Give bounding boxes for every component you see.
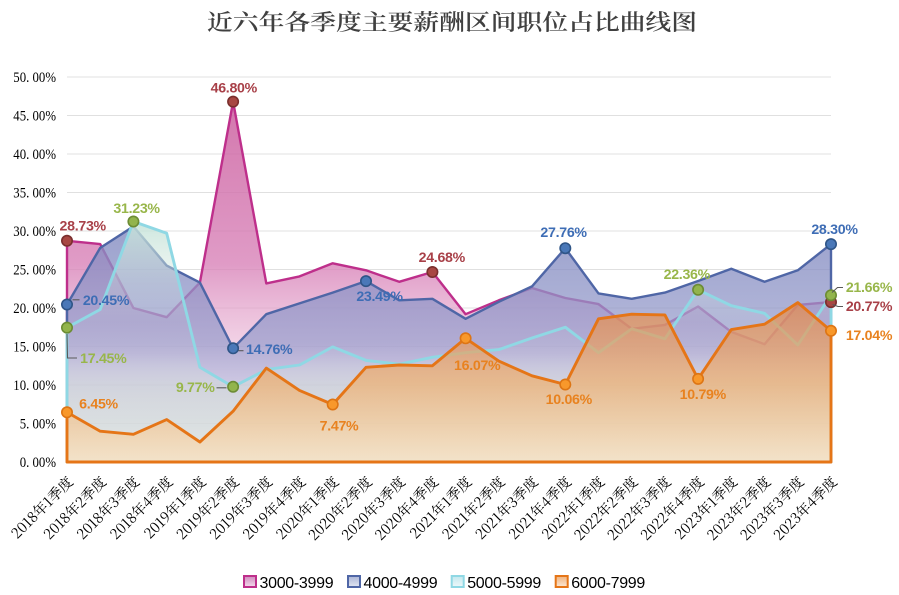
svg-text:50. 00%: 50. 00% — [13, 70, 56, 86]
svg-text:17.45%: 17.45% — [80, 351, 127, 367]
svg-text:20.45%: 20.45% — [83, 293, 130, 309]
svg-text:23.49%: 23.49% — [356, 289, 403, 305]
svg-text:20. 00%: 20. 00% — [13, 301, 56, 317]
svg-text:40. 00%: 40. 00% — [13, 147, 56, 163]
svg-text:31.23%: 31.23% — [113, 201, 160, 217]
svg-text:6000-7999: 6000-7999 — [571, 575, 645, 592]
svg-text:16.07%: 16.07% — [454, 358, 501, 374]
svg-text:14.76%: 14.76% — [246, 342, 293, 358]
svg-text:22.36%: 22.36% — [664, 267, 711, 283]
svg-text:9.77%: 9.77% — [176, 380, 215, 396]
svg-text:7.47%: 7.47% — [320, 419, 359, 435]
svg-text:27.76%: 27.76% — [540, 225, 587, 241]
svg-text:30. 00%: 30. 00% — [13, 224, 56, 240]
svg-text:3000-3999: 3000-3999 — [260, 575, 334, 592]
svg-text:10. 00%: 10. 00% — [13, 378, 56, 394]
svg-text:15. 00%: 15. 00% — [13, 340, 56, 356]
svg-text:4000-4999: 4000-4999 — [364, 575, 438, 592]
svg-text:25. 00%: 25. 00% — [13, 263, 56, 279]
svg-text:10.06%: 10.06% — [546, 392, 593, 408]
svg-text:6.45%: 6.45% — [79, 396, 118, 412]
svg-text:28.30%: 28.30% — [811, 222, 858, 238]
svg-text:45. 00%: 45. 00% — [13, 109, 56, 125]
svg-text:0. 00%: 0. 00% — [20, 455, 56, 471]
svg-text:21.66%: 21.66% — [846, 280, 893, 296]
svg-text:28.73%: 28.73% — [60, 219, 107, 235]
svg-text:5. 00%: 5. 00% — [20, 417, 56, 433]
svg-text:35. 00%: 35. 00% — [13, 186, 56, 202]
svg-text:20.77%: 20.77% — [846, 299, 893, 315]
svg-text:17.04%: 17.04% — [846, 328, 893, 344]
svg-text:5000-5999: 5000-5999 — [467, 575, 541, 592]
svg-text:24.68%: 24.68% — [419, 250, 466, 266]
svg-text:10.79%: 10.79% — [680, 387, 727, 403]
svg-text:46.80%: 46.80% — [211, 80, 258, 96]
